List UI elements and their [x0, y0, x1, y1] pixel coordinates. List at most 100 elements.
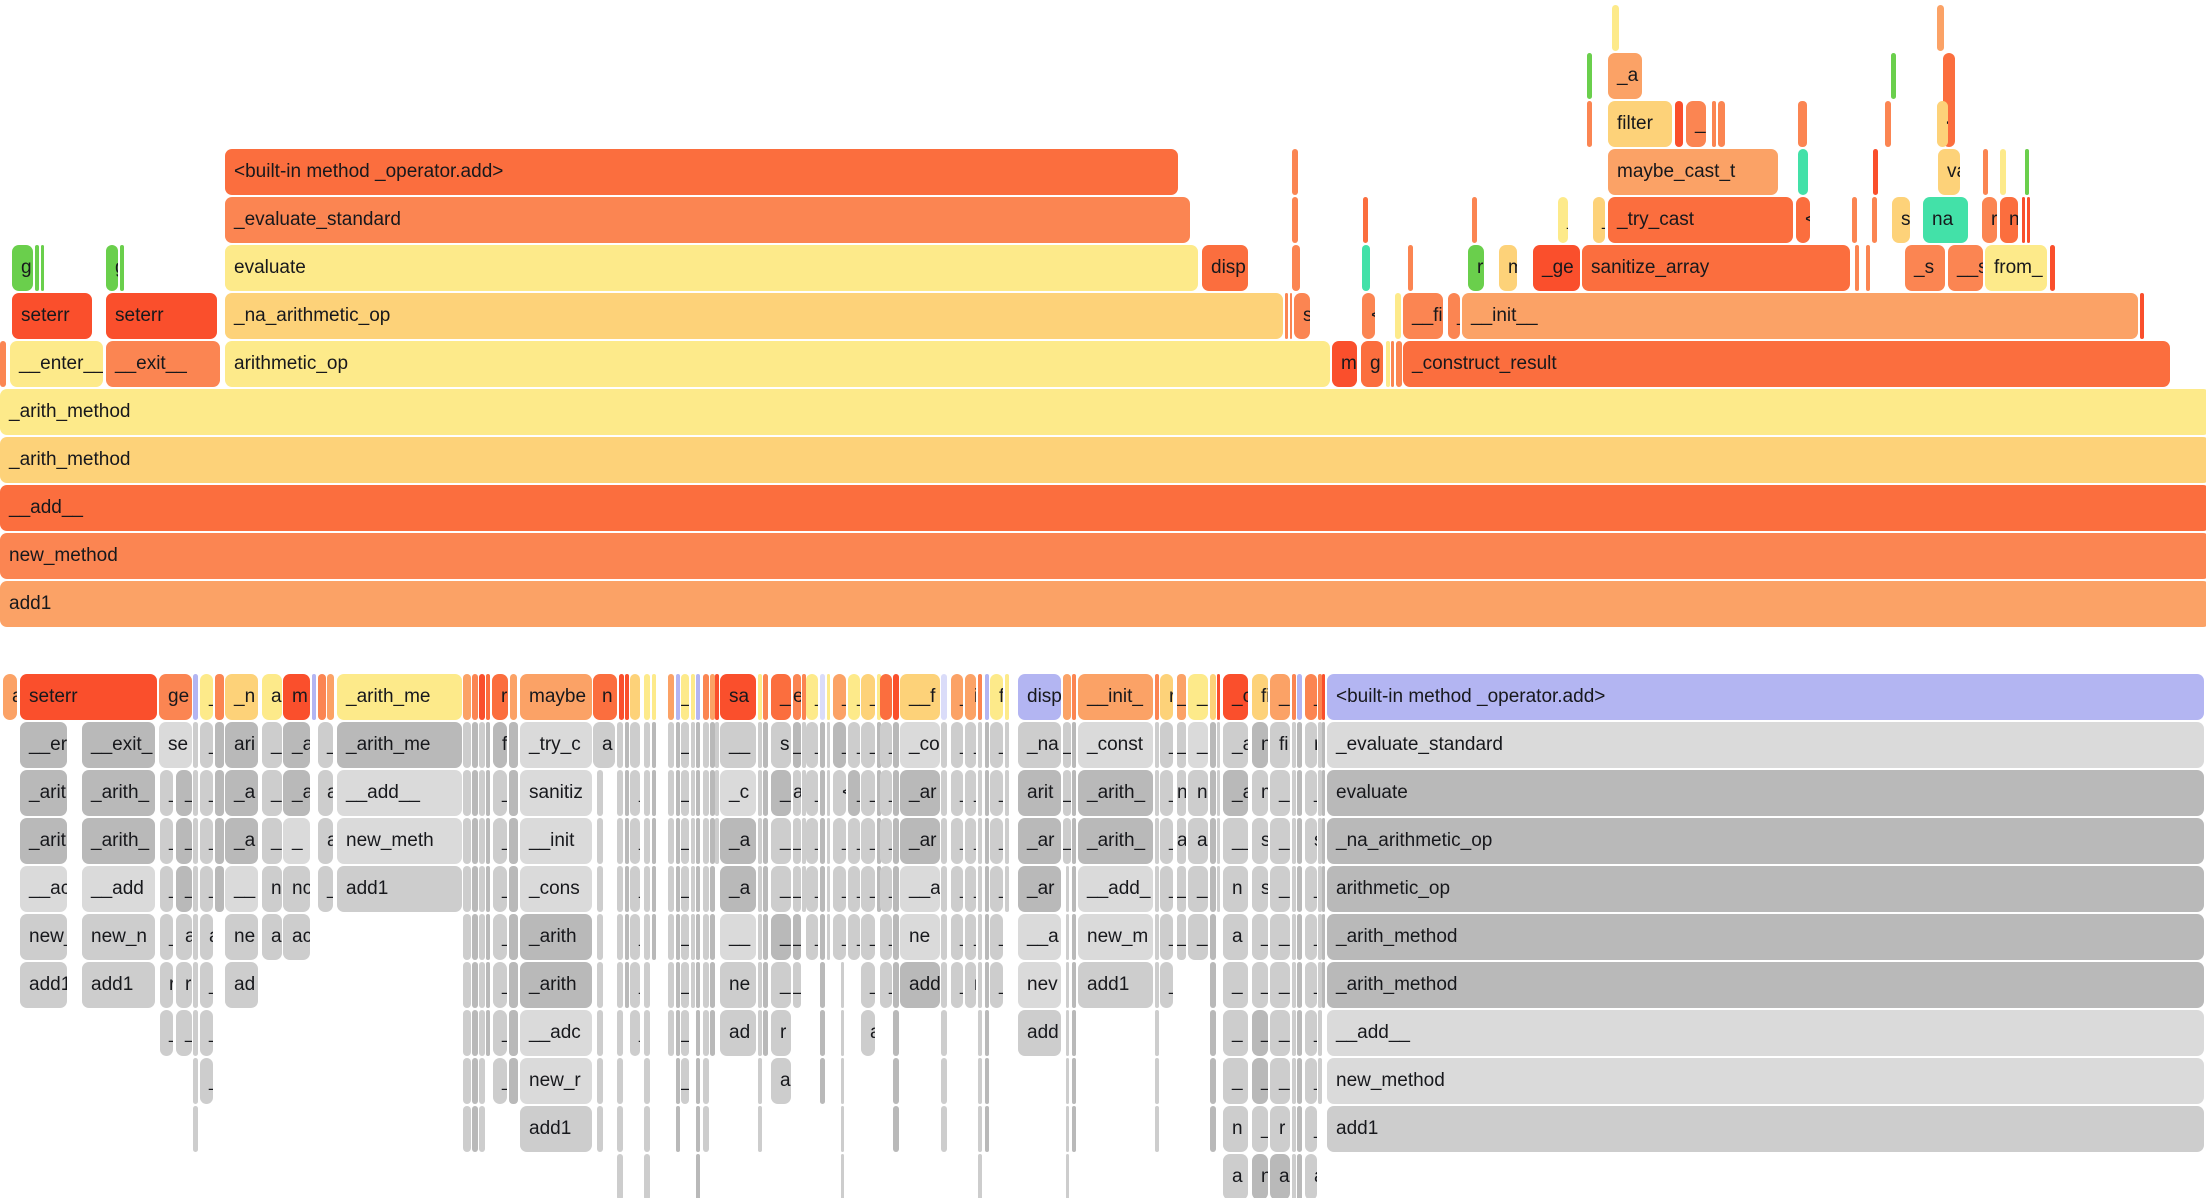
frame-a[interactable]: a — [1223, 914, 1248, 960]
frame-a[interactable]: a — [3, 674, 17, 720]
flame-sliver[interactable] — [1297, 674, 1302, 720]
frame-arith-me[interactable]: _arith_me — [337, 674, 462, 720]
flame-sliver[interactable] — [2025, 149, 2029, 195]
frame-n[interactable]: n — [1252, 1154, 1268, 1198]
flame-sliver[interactable] — [644, 866, 650, 912]
flame-sliver[interactable] — [318, 674, 326, 720]
frame-arithmetic-op[interactable]: arithmetic_op — [1327, 866, 2204, 912]
flame-sliver[interactable] — [1472, 197, 1477, 243]
flame-sliver[interactable] — [710, 866, 715, 912]
flame-sliver[interactable] — [1072, 1106, 1076, 1152]
flame-sliver[interactable]: _ — [493, 1058, 507, 1104]
flame-sliver[interactable] — [509, 1058, 518, 1104]
flame-sliver[interactable] — [696, 1010, 700, 1056]
flame-sliver[interactable] — [1318, 962, 1322, 1008]
frame-co[interactable]: _co — [900, 722, 940, 768]
frame-evaluate[interactable]: evaluate — [225, 245, 1198, 291]
flame-sliver[interactable] — [472, 866, 478, 912]
flame-sliver[interactable] — [1712, 101, 1716, 147]
flame-sliver[interactable]: _ — [771, 914, 791, 960]
flame-sliver[interactable] — [509, 770, 518, 816]
flame-sliver[interactable] — [978, 674, 982, 720]
flame-sliver[interactable] — [820, 962, 825, 1008]
flame-sliver[interactable] — [820, 1010, 825, 1056]
flame-sliver[interactable] — [1297, 866, 1302, 912]
flame-sliver[interactable] — [463, 722, 471, 768]
frame-na[interactable]: na — [1923, 197, 1968, 243]
flame-sliver[interactable] — [193, 1010, 198, 1056]
flame-sliver[interactable] — [1005, 674, 1009, 720]
flame-sliver[interactable] — [652, 818, 656, 864]
flame-sliver[interactable] — [1318, 770, 1322, 816]
flame-sliver[interactable] — [193, 1106, 198, 1152]
flame-sliver[interactable]: _ — [771, 674, 791, 720]
frame-disp[interactable]: disp — [1018, 674, 1061, 720]
frame-a[interactable]: _a — [283, 722, 310, 768]
flame-sliver[interactable] — [215, 770, 224, 816]
frame-nc[interactable]: nc — [283, 866, 310, 912]
flame-sliver[interactable]: _ — [1252, 1106, 1268, 1152]
flame-sliver[interactable] — [676, 1106, 680, 1152]
flame-sliver[interactable]: __ — [720, 722, 756, 768]
flame-sliver[interactable] — [1297, 1154, 1302, 1198]
flame-sliver[interactable] — [625, 722, 629, 768]
flame-sliver[interactable] — [1318, 866, 1322, 912]
flame-sliver[interactable] — [676, 914, 680, 960]
flame-sliver[interactable]: _ — [1160, 770, 1173, 816]
flame-sliver[interactable] — [696, 866, 700, 912]
flame-sliver[interactable] — [893, 818, 899, 864]
flame-sliver[interactable] — [758, 770, 762, 816]
flame-sliver[interactable]: _ — [1270, 770, 1290, 816]
flame-sliver[interactable] — [625, 770, 629, 816]
flame-sliver[interactable] — [1885, 101, 1891, 147]
flame-sliver[interactable] — [703, 962, 709, 1008]
flame-sliver[interactable] — [985, 674, 989, 720]
flame-sliver[interactable]: _ — [1305, 914, 1317, 960]
flame-sliver[interactable] — [1891, 53, 1896, 99]
frame-ar[interactable]: _ar — [1018, 866, 1061, 912]
frame-s[interactable]: s — [1892, 197, 1910, 243]
flame-sliver[interactable]: _ — [493, 914, 507, 960]
flame-sliver[interactable]: _ — [160, 914, 173, 960]
frame-exit[interactable]: __exit__ — [106, 341, 220, 387]
flame-sliver[interactable]: _ — [681, 866, 689, 912]
flame-sliver[interactable] — [710, 770, 715, 816]
flame-sliver[interactable]: _ — [951, 962, 963, 1008]
flame-sliver[interactable]: _ — [990, 818, 1003, 864]
flame-sliver[interactable] — [703, 866, 709, 912]
flame-sliver[interactable]: < — [833, 770, 846, 816]
flame-sliver[interactable] — [668, 722, 674, 768]
frame-m[interactable]: m — [1332, 341, 1357, 387]
flame-sliver[interactable]: __ — [225, 866, 258, 912]
flame-sliver[interactable] — [472, 1010, 478, 1056]
flame-sliver[interactable] — [827, 914, 830, 960]
flame-sliver[interactable]: _ — [848, 722, 860, 768]
flame-sliver[interactable] — [802, 866, 806, 912]
flame-sliver[interactable] — [1210, 818, 1216, 864]
flame-sliver[interactable] — [479, 1010, 485, 1056]
flame-sliver[interactable] — [479, 818, 485, 864]
flame-sliver[interactable]: _ — [681, 1010, 689, 1056]
flame-sliver[interactable]: _ — [493, 1010, 507, 1056]
flame-sliver[interactable] — [1210, 722, 1216, 768]
flame-sliver[interactable] — [841, 1010, 844, 1056]
frame-n[interactable]: n — [593, 674, 617, 720]
flame-sliver[interactable]: _ — [200, 1010, 213, 1056]
flame-sliver[interactable] — [617, 1010, 623, 1056]
flame-sliver[interactable]: _ — [951, 914, 963, 960]
flame-sliver[interactable] — [1290, 293, 1292, 339]
flame-sliver[interactable] — [1005, 818, 1009, 864]
flame-sliver[interactable]: _ — [965, 866, 976, 912]
flame-sliver[interactable]: _ — [771, 818, 791, 864]
flame-sliver[interactable] — [479, 914, 485, 960]
frame-a[interactable]: _a — [1608, 53, 1642, 99]
flame-sliver[interactable] — [827, 818, 830, 864]
flame-sliver[interactable] — [1072, 962, 1076, 1008]
frame-disp[interactable]: disp — [1202, 245, 1248, 291]
flame-sliver[interactable]: _ — [951, 866, 963, 912]
flame-sliver[interactable] — [841, 1154, 844, 1198]
flame-sliver[interactable] — [486, 674, 490, 720]
flame-sliver[interactable] — [472, 818, 478, 864]
flame-sliver[interactable] — [625, 914, 629, 960]
flame-sliver[interactable] — [941, 962, 947, 1008]
